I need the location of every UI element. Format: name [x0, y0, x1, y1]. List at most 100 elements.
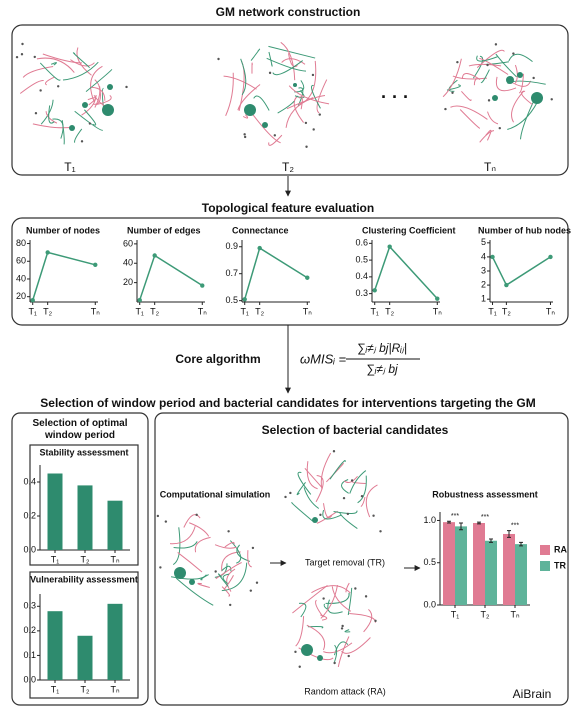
network-node — [229, 603, 232, 607]
y-tick-label: 80 — [16, 238, 26, 248]
y-tick-label: 1.0 — [423, 515, 436, 525]
network-edge — [226, 568, 236, 592]
network-node — [332, 450, 336, 453]
network-edge — [288, 85, 330, 105]
network-edge — [476, 55, 498, 62]
network-edge — [450, 105, 488, 120]
network-edge — [479, 130, 495, 143]
point — [30, 298, 35, 303]
hub-node — [69, 125, 75, 131]
network-edge — [52, 118, 64, 139]
network-edge — [334, 644, 338, 663]
bar — [473, 522, 485, 605]
network-edge — [329, 460, 346, 480]
x-tick-label: Tₙ — [198, 306, 207, 316]
window-title: Selection of optimal window period — [32, 418, 128, 441]
y-tick-label: 0.0 — [23, 674, 36, 684]
network-node — [33, 55, 36, 59]
point — [372, 288, 377, 293]
network-node — [164, 520, 168, 523]
network-edge — [50, 62, 57, 66]
point — [548, 254, 553, 260]
bar — [47, 473, 63, 550]
significance: *** — [451, 513, 459, 520]
formula-lhs: ωMISᵢ = — [300, 351, 346, 366]
network-node — [532, 76, 535, 80]
network-edge — [320, 452, 332, 490]
network-node — [346, 512, 350, 516]
ellipsis: · · · — [381, 87, 409, 107]
network-edge — [19, 80, 44, 94]
point — [45, 250, 50, 255]
line — [32, 251, 96, 301]
network-label: Tₙ — [484, 160, 496, 174]
network-node — [39, 89, 42, 92]
x-tick-label: Tₙ — [110, 684, 119, 694]
network-edge — [315, 599, 324, 618]
network-edge — [365, 484, 378, 518]
network-edge — [221, 565, 232, 572]
candidates-title: Selection of bacterial candidates — [262, 423, 449, 437]
network-edge — [250, 48, 261, 61]
point — [504, 282, 509, 288]
network-edge — [223, 75, 257, 90]
x-tick-label: T₁ — [488, 306, 497, 316]
x-tick-label: T₁ — [240, 306, 249, 316]
y-tick-label: 60 — [16, 256, 26, 266]
network-edge — [173, 541, 198, 549]
network-edge — [221, 586, 231, 597]
network-node — [364, 595, 368, 598]
chart-title: Number of nodes — [26, 225, 100, 235]
network-edge — [223, 575, 234, 590]
y-tick-label: 0.5 — [225, 295, 238, 305]
x-tick-label: T₁ — [51, 554, 60, 564]
x-tick-label: T₂ — [150, 306, 159, 316]
network-edge — [461, 72, 481, 81]
network-edge — [480, 69, 490, 84]
network-edge — [337, 636, 350, 668]
window-box — [11, 412, 149, 706]
network-edge — [240, 58, 247, 96]
chart-title: Robustness assessment — [432, 489, 538, 499]
network-node — [159, 566, 162, 569]
network-edge — [225, 72, 234, 116]
network-edge — [306, 624, 326, 651]
y-tick-label: 20 — [16, 291, 26, 301]
network-node — [289, 491, 292, 495]
network-node — [451, 91, 454, 94]
bar — [443, 522, 455, 605]
network-edge — [229, 540, 242, 564]
hub-node — [531, 92, 543, 104]
network-edge — [351, 481, 366, 484]
network-node — [34, 111, 38, 115]
network-edge — [508, 53, 533, 63]
network-edge — [72, 52, 90, 68]
network-edge — [90, 65, 103, 103]
network-node — [255, 581, 259, 584]
y-tick-label: 3 — [481, 265, 486, 275]
line — [139, 254, 203, 301]
network-node — [494, 43, 498, 46]
network-edge — [344, 475, 358, 484]
title: GM network construction — [216, 5, 361, 19]
legend-label: RA — [554, 544, 567, 554]
network-node — [487, 99, 491, 102]
x-tick-label: Tₙ — [510, 609, 519, 619]
network-node — [21, 42, 24, 46]
significance: *** — [511, 522, 519, 529]
bar — [47, 611, 63, 680]
x-tick-label: T₂ — [81, 684, 90, 694]
network-edge — [268, 51, 273, 67]
bar — [77, 635, 93, 680]
hub-node — [102, 104, 114, 116]
network-node — [354, 587, 357, 590]
network-node — [217, 57, 220, 61]
network-edge — [323, 503, 333, 519]
network-edge — [518, 73, 524, 94]
bar — [77, 485, 93, 550]
network-edge — [268, 45, 316, 59]
x-tick-label: Tₙ — [91, 306, 100, 316]
algorithm-label: Core algorithm — [175, 352, 260, 366]
